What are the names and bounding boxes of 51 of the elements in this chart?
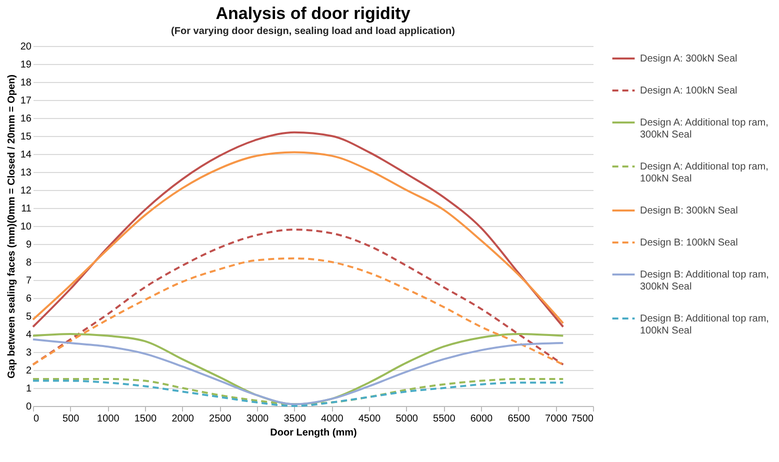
legend-label: Design B: Additional top ram, 100kN Seal — [640, 314, 769, 336]
x-tick-label: 4500 — [358, 414, 382, 424]
y-tick-label: 5 — [26, 312, 32, 322]
y-tick-label: 1 — [26, 384, 32, 394]
legend-label: Design A: 300kN Seal — [640, 54, 738, 64]
y-tick-label: 9 — [26, 240, 32, 250]
x-tick-label: 1500 — [134, 414, 158, 424]
y-tick-label: 16 — [20, 114, 32, 124]
x-tick-label: 7500 — [571, 414, 594, 424]
y-tick-label: 3 — [26, 348, 32, 358]
legend-label: Design B: Additional top ram, 300kN Seal — [640, 270, 769, 292]
y-tick-label: 0 — [26, 402, 32, 412]
y-tick-label: 18 — [20, 78, 32, 88]
y-tick-label: 12 — [20, 186, 32, 196]
y-tick-label: 14 — [20, 150, 32, 160]
legend-label: Design B: 100kN Seal — [640, 238, 738, 248]
line-series — [32, 257, 564, 366]
y-tick-label: 10 — [20, 222, 32, 232]
y-axis-title: Gap between sealing faces (mm)(0mm = Closed / 20mm = Open) — [6, 74, 18, 378]
x-tick-label: 6000 — [470, 414, 494, 424]
x-axis-title: Door Length (mm) — [270, 428, 357, 438]
legend-label: Design A: Additional top ram, 300kN Seal — [640, 118, 768, 140]
legend-label: Design A: 100kN Seal — [640, 86, 738, 96]
x-tick-label: 3500 — [284, 414, 306, 424]
y-tick-label: 19 — [20, 60, 32, 70]
y-tick-label: 8 — [26, 258, 32, 268]
y-tick-label: 2 — [26, 366, 32, 376]
y-tick-label: 11 — [21, 204, 32, 214]
x-tick-label: 3000 — [246, 414, 270, 424]
x-tick-label: 6500 — [508, 414, 530, 424]
y-tick-label: 15 — [20, 132, 32, 142]
x-tick-label: 4000 — [321, 414, 344, 424]
y-tick-label: 17 — [20, 96, 32, 106]
line-series — [32, 228, 564, 366]
x-tick-label: 1000 — [97, 414, 120, 424]
x-tick-label: 2500 — [209, 414, 232, 424]
chart-subtitle: (For varying door design, sealing load and load application) — [171, 26, 455, 37]
chart-title: Analysis of door rigidity — [216, 4, 411, 23]
x-tick-label: 2000 — [172, 414, 194, 424]
y-tick-label: 20 — [20, 42, 32, 52]
y-tick-label: 4 — [26, 330, 32, 340]
y-tick-label: 7 — [26, 276, 32, 286]
y-tick-label: 13 — [20, 168, 32, 178]
x-tick-label: 5500 — [433, 414, 456, 424]
x-tick-label: 7000 — [545, 414, 568, 424]
legend-label: Design A: Additional top ram, 100kN Seal — [640, 162, 768, 184]
x-tick-label: 5000 — [396, 414, 418, 424]
y-tick-label: 6 — [26, 294, 32, 304]
x-tick-label: 0 — [34, 414, 40, 424]
x-tick-label: 500 — [62, 414, 80, 424]
legend-label: Design B: 300kN Seal — [640, 206, 738, 216]
